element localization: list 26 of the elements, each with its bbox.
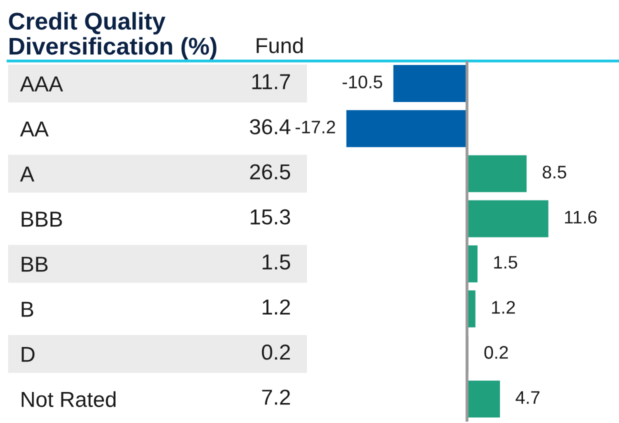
text: 1.2 [262,299,290,314]
data-label: 4.7 [516,391,540,404]
data-label: 1.2 [492,300,515,314]
text: 11.7 [252,74,290,90]
y-tick-label: BBB [22,212,62,227]
data-label: 8.5 [542,166,566,179]
text: 1.5 [262,254,290,270]
y-tick-label: D [22,346,35,362]
y-tick-label: AA [20,122,49,136]
y-tick-label: B [22,302,34,317]
y-tick-label: BB [22,256,48,272]
text: 26.5 [250,164,290,180]
data-label: 11.6 [565,210,597,224]
text: Fund [256,37,303,54]
y-tick-label: A [20,166,34,182]
y-tick-label: AAA [20,76,64,92]
data-label: -10.5 [342,76,382,88]
data-label: -17.2 [296,120,336,134]
text: 36.4 [250,119,290,134]
text: 15.3 [250,209,290,225]
data-label: 1.5 [494,256,518,269]
text: 0.2 [262,344,290,360]
text: 7.2 [262,390,290,405]
text: Credit Quality Diversification (%) [8,12,216,60]
y-tick-label: Not Rated [22,391,116,408]
data-label: 0.2 [484,346,508,359]
